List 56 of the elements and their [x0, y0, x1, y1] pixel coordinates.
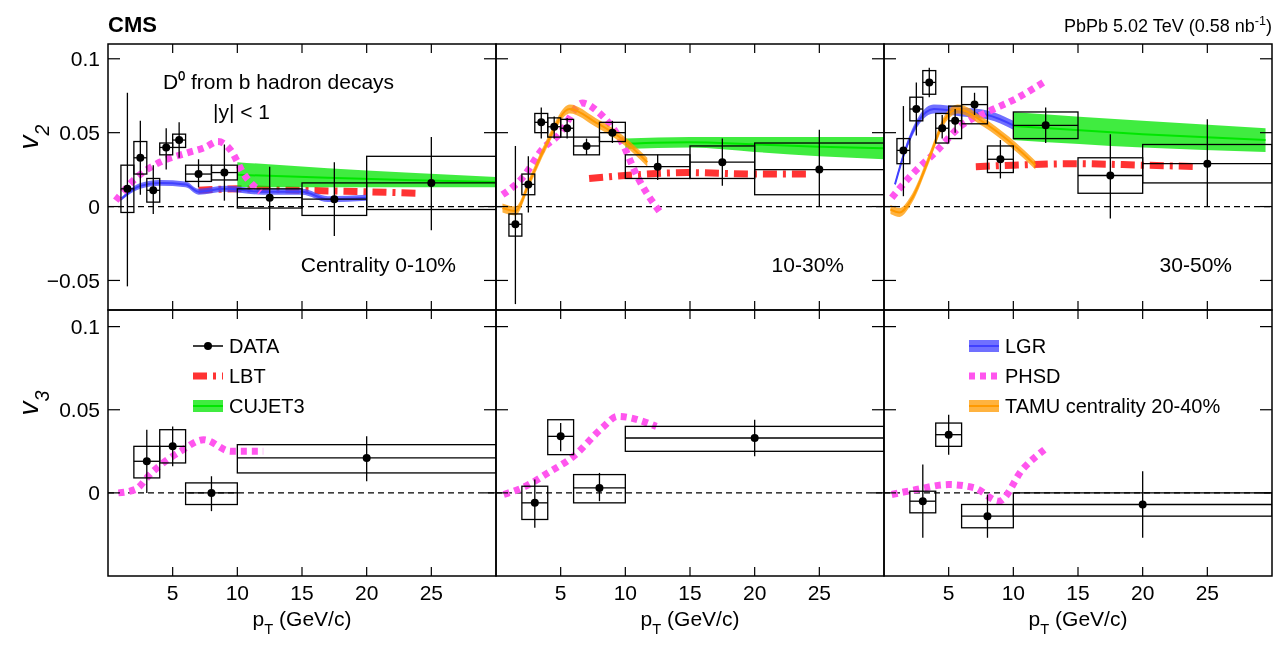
chart-title: CMS: [108, 12, 157, 37]
x-tick-label: 5: [166, 581, 179, 604]
y-tick-label: −0.05: [46, 268, 100, 292]
x-tick-label: 25: [807, 581, 832, 604]
legend-label: LBT: [229, 365, 266, 387]
x-tick-label: 25: [419, 581, 444, 604]
x-axis-title: p$_{T}$ (GeV/c): [1028, 607, 1128, 637]
annotation: 30-50%: [1159, 253, 1232, 276]
x-tick-label: 10: [225, 581, 250, 604]
y-tick-label: 0.05: [59, 121, 100, 145]
x-axis-title: p$_{T}$ (GeV/c): [640, 607, 740, 637]
annotation: D⁰ from b hadron decays: [163, 70, 395, 93]
annotation: |y| < 1: [213, 100, 271, 123]
point: [427, 178, 436, 187]
y-tick-label: 0: [88, 481, 100, 505]
point: [123, 184, 132, 193]
x-tick-label: 10: [613, 581, 638, 604]
x-tick-label: 10: [1001, 581, 1026, 604]
legend-label: PHSD: [1005, 365, 1061, 387]
point: [970, 100, 979, 109]
x-axis-title: p$_{T}$ (GeV/c): [252, 607, 352, 637]
point: [556, 432, 565, 441]
point: [653, 162, 662, 171]
point: [1203, 159, 1212, 168]
x-tick-label: 5: [942, 581, 955, 604]
x-tick-label: 15: [678, 581, 702, 604]
point: [265, 193, 274, 202]
point: [330, 195, 339, 204]
x-tick-label: 15: [290, 581, 314, 604]
x-tick-label: 20: [354, 581, 379, 604]
point: [595, 483, 604, 492]
legend-label: CUJET3: [229, 395, 305, 417]
chart-title: PbPb 5.02 TeV (0.58 nb$^{-1}$): [1063, 14, 1272, 36]
x-tick-label: 25: [1195, 581, 1220, 604]
point: [718, 158, 727, 167]
point: [1106, 171, 1115, 180]
legend-label: DATA: [229, 335, 281, 357]
point: [362, 453, 371, 462]
point: [815, 165, 824, 174]
y-tick-label: 0.1: [70, 47, 100, 71]
x-tick-label: 20: [1130, 581, 1155, 604]
point: [983, 512, 992, 521]
point: [1041, 121, 1050, 130]
x-tick-label: 5: [554, 581, 567, 604]
point: [1138, 500, 1147, 509]
point: [750, 434, 759, 443]
legend-label: TAMU centrality 20-40%: [1005, 395, 1221, 417]
y-tick-label: 0.1: [70, 314, 100, 338]
annotation: Centrality 0-10%: [300, 253, 456, 276]
legend-label: LGR: [1005, 335, 1047, 357]
y-tick-label: 0: [88, 194, 100, 218]
x-tick-label: 15: [1066, 581, 1090, 604]
annotation: 10-30%: [771, 253, 844, 276]
point: [207, 488, 216, 497]
x-tick-label: 20: [742, 581, 767, 604]
y-tick-label: 0.05: [59, 398, 100, 422]
